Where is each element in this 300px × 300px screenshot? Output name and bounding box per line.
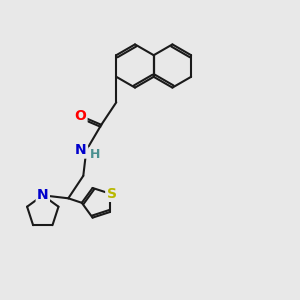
Text: H: H [89,148,100,161]
Text: O: O [74,109,86,123]
Text: N: N [75,143,87,157]
Text: S: S [106,187,116,201]
Text: N: N [37,188,49,202]
